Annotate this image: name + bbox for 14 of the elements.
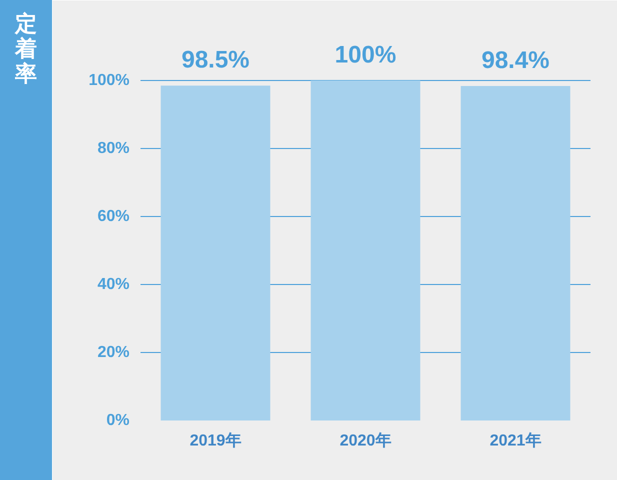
data-label: 100% bbox=[334, 42, 396, 68]
x-tick-label: 2021年 bbox=[490, 432, 542, 450]
y-tick-label: 20% bbox=[97, 344, 130, 361]
x-tick-label: 2019年 bbox=[190, 432, 242, 450]
side-band: 定着率 bbox=[0, 0, 52, 480]
x-tick-label: 2020年 bbox=[340, 432, 392, 450]
y-tick-label: 40% bbox=[97, 276, 130, 293]
y-tick-label: 60% bbox=[97, 208, 130, 225]
y-axis-title: 定着率 bbox=[15, 12, 37, 87]
y-tick-label: 80% bbox=[97, 140, 130, 157]
data-label: 98.5% bbox=[181, 46, 250, 74]
y-tick-label: 100% bbox=[88, 72, 130, 89]
data-label: 98.4% bbox=[481, 46, 550, 74]
y-tick-label: 0% bbox=[106, 412, 130, 429]
